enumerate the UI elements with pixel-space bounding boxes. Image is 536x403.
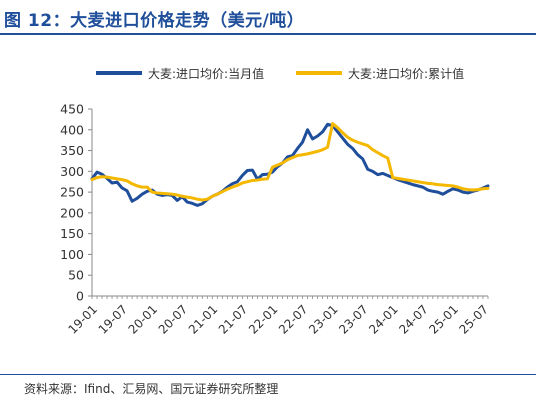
legend: 大麦:进口均价:当月值 大麦:进口均价:累计值 <box>0 62 536 84</box>
x-tick-label: 19-07 <box>96 302 131 337</box>
x-tick-label: 21-07 <box>216 302 251 337</box>
x-axis: 19-0119-0720-0120-0721-0121-0722-0122-07… <box>66 295 491 337</box>
x-tick-label: 23-07 <box>336 302 371 337</box>
title-bar: 图 12：大麦进口价格走势（美元/吨） <box>0 0 536 33</box>
legend-item-monthly: 大麦:进口均价:当月值 <box>96 62 264 84</box>
x-tick-label: 25-07 <box>456 302 491 337</box>
x-tick-label: 24-07 <box>396 302 431 337</box>
x-tick-label: 25-01 <box>426 302 461 337</box>
x-tick-label: 22-01 <box>246 302 281 337</box>
y-tick-label: 100 <box>60 247 84 262</box>
y-tick-label: 300 <box>60 164 84 179</box>
x-tick-label: 20-01 <box>126 302 161 337</box>
bottom-rule <box>0 374 536 375</box>
y-tick-label: 400 <box>60 122 84 137</box>
x-tick-label: 19-01 <box>66 302 101 337</box>
series-line-cumulative <box>90 122 490 202</box>
x-tick-label: 23-01 <box>306 302 341 337</box>
x-tick-label: 21-01 <box>186 302 221 337</box>
page-title: 图 12：大麦进口价格走势（美元/吨） <box>4 11 305 31</box>
title-rule <box>0 33 536 35</box>
y-tick-label: 200 <box>60 205 84 220</box>
y-tick-label: 50 <box>68 268 84 283</box>
legend-label-cumulative: 大麦:进口均价:累计值 <box>348 66 465 81</box>
x-tick-label: 22-07 <box>276 302 311 337</box>
y-tick-label: 0 <box>76 289 84 304</box>
y-tick-label: 450 <box>60 102 84 117</box>
legend-label-monthly: 大麦:进口均价:当月值 <box>148 66 265 81</box>
source-note: 资料来源：Ifind、汇易网、国元证券研究所整理 <box>24 382 279 396</box>
y-tick-label: 250 <box>60 185 84 200</box>
y-axis: 0 50 100 150 200 250 300 350 400 450 <box>60 102 93 304</box>
legend-item-cumulative: 大麦:进口均价:累计值 <box>296 62 464 84</box>
y-tick-label: 150 <box>60 226 84 241</box>
legend-swatch-monthly <box>96 71 142 75</box>
series-layer <box>90 122 490 207</box>
x-tick-label: 20-07 <box>156 302 191 337</box>
y-tick-label: 350 <box>60 143 84 158</box>
legend-swatch-cumulative <box>296 71 342 75</box>
x-tick-label: 24-01 <box>366 302 401 337</box>
